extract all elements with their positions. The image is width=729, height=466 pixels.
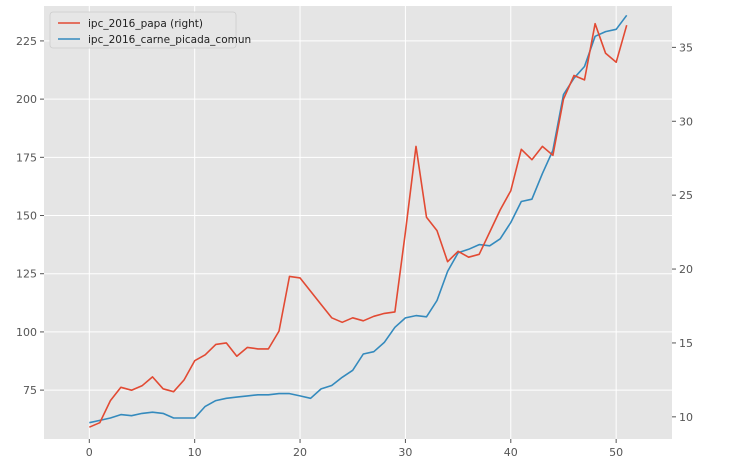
x-tick-label: 0: [86, 446, 93, 459]
series-lines: [88, 14, 628, 428]
y-right-tick-label: 20: [679, 263, 693, 276]
y-left-tick-label: 125: [16, 268, 37, 281]
x-tick-label: 50: [609, 446, 623, 459]
legend-label: ipc_2016_papa (right): [88, 18, 203, 30]
y-left-tick-label: 150: [16, 210, 37, 223]
y-right-tick-label: 10: [679, 411, 693, 424]
y-right-tick-label: 15: [679, 337, 693, 350]
series-line-ipc-2016-papa-right-: [88, 22, 628, 428]
y-left-tick-label: 200: [16, 93, 37, 106]
axis-ticks: 0 10 20 30 40 50 75 100 125 150 175 200 225 10 15 20 25 3…: [16, 35, 693, 459]
y-left-tick-label: 75: [23, 384, 37, 397]
legend-label: ipc_2016_carne_picada_comun: [88, 34, 251, 46]
y-left-tick-label: 100: [16, 326, 37, 339]
x-tick-label: 10: [188, 446, 202, 459]
y-right-tick-label: 35: [679, 41, 693, 54]
series-line-ipc-2016-carne-picada-comun: [89, 14, 628, 424]
y-left-tick-label: 175: [16, 151, 37, 164]
x-tick-label: 30: [398, 446, 412, 459]
y-left-tick-label: 225: [16, 35, 37, 48]
y-right-tick-label: 25: [679, 189, 693, 202]
legend-box: [49, 11, 237, 49]
x-tick-label: 20: [293, 446, 307, 459]
plot-area: [44, 6, 672, 439]
y-right-tick-label: 30: [679, 115, 693, 128]
x-tick-label: 40: [504, 446, 518, 459]
legend: ipc_2016_papa (right) ipc_2016_carne_pica…: [49, 11, 251, 49]
